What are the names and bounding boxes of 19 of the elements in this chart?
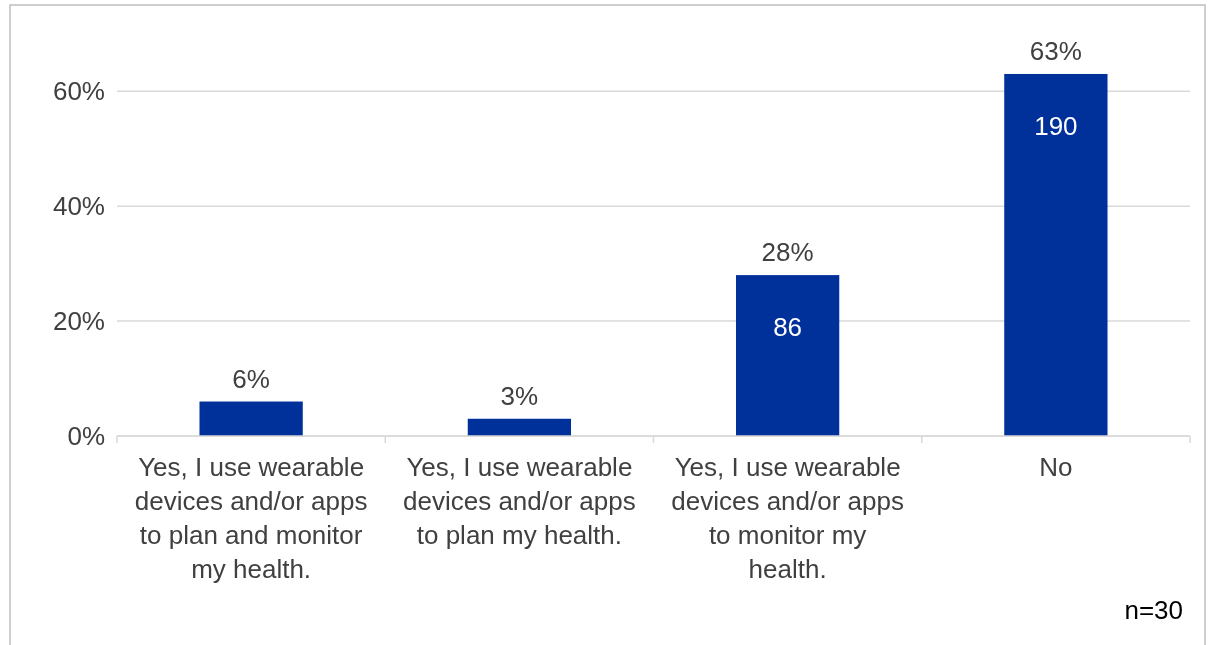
x-tick-label: Yes, I use wearable devices and/or apps to monitor my health. [671, 452, 904, 584]
x-tick-label: No [1039, 452, 1073, 482]
bar [199, 401, 303, 436]
y-tick-label: 40% [52, 191, 105, 222]
y-tick-label: 20% [52, 306, 105, 337]
x-tick-label: Yes, I use wearable devices and/or apps to plan and monitor my health. [134, 452, 368, 584]
x-tick-label: Yes, I use wearable devices and/or apps to plan my health. [403, 452, 636, 550]
annotation: 86 [773, 312, 803, 343]
y-tick-label: 60% [52, 76, 105, 107]
data-label: 28% [761, 237, 814, 268]
y-tick-label: 0% [67, 421, 105, 452]
data-label: 3% [500, 380, 539, 411]
bar [467, 418, 572, 436]
bar [1004, 73, 1108, 436]
text: n=30 [1124, 595, 1183, 625]
data-label: 63% [1029, 35, 1082, 66]
data-label: 6% [232, 363, 270, 394]
annotation: 190 [1034, 111, 1078, 142]
bar [735, 275, 840, 436]
